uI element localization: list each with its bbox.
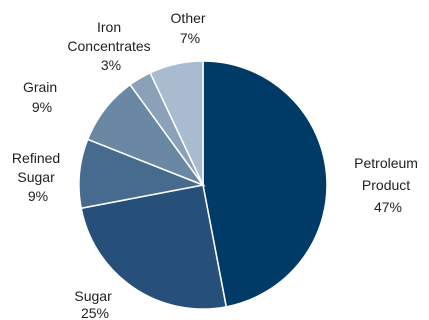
label-petroleum-product: Petroleum Product 47%: [354, 155, 422, 215]
pie-slice-sugar: [80, 184, 228, 310]
label-refined-sugar: Refined Sugar 9%: [12, 150, 64, 204]
pie-slice-petroleum-product: [202, 60, 328, 308]
label-sugar: Sugar 25%: [74, 288, 115, 320]
pie-slice-other: [149, 60, 204, 186]
pie-slices: [78, 60, 328, 310]
label-grain: Grain 9%: [23, 79, 61, 115]
label-iron-concentrates: Iron Concentrates 3%: [67, 19, 154, 73]
label-other: Other 7%: [171, 10, 210, 46]
